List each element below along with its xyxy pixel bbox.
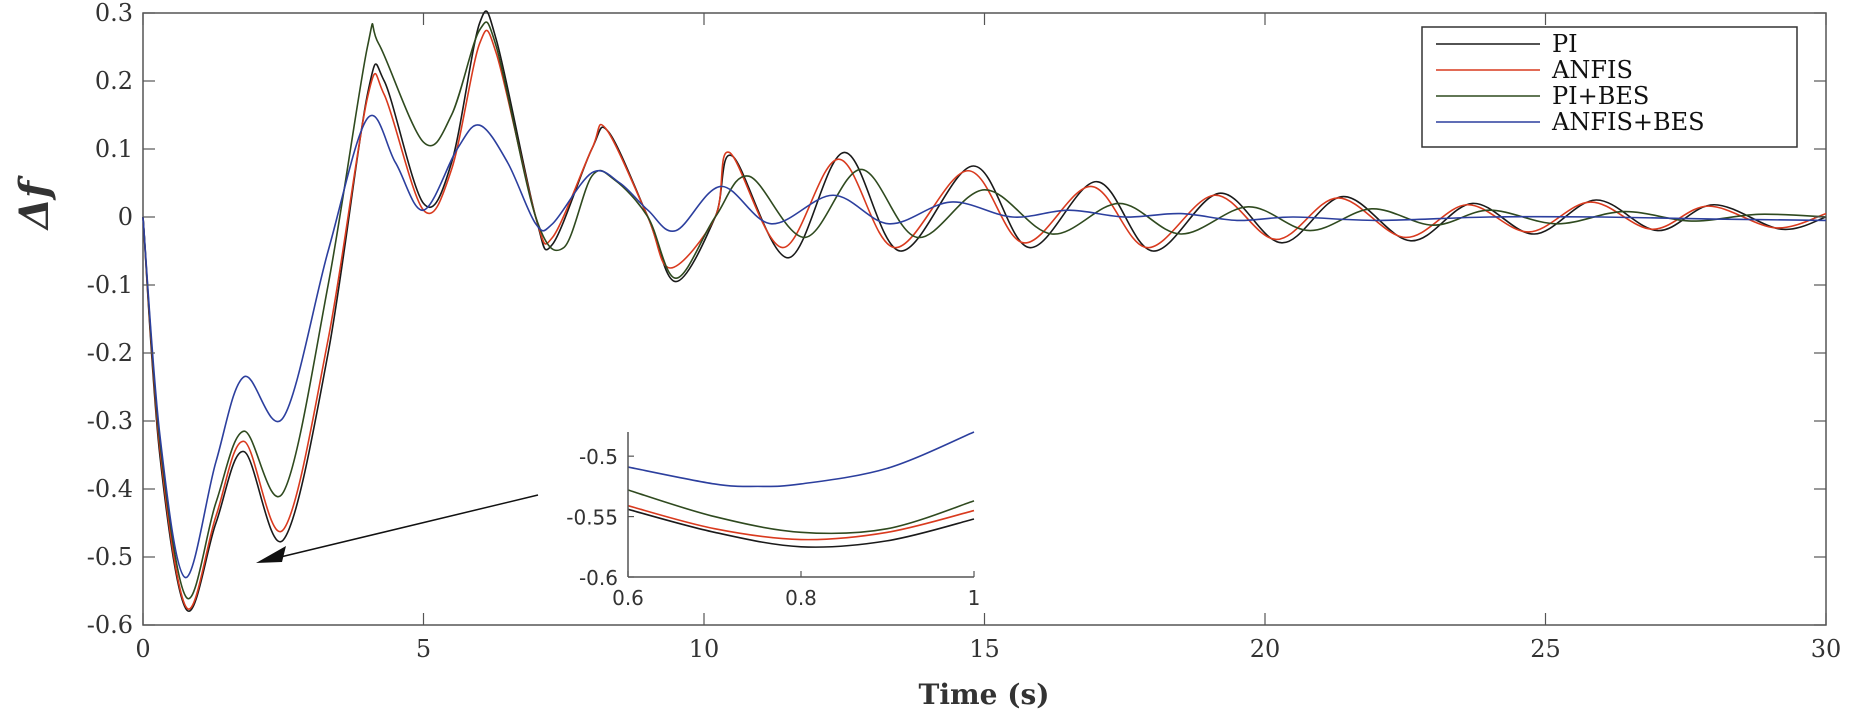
- main-y-tick-label: -0.5: [87, 543, 133, 571]
- inset-x-tick-label: 1: [968, 586, 981, 610]
- main-series-line-pi: [142, 10, 1827, 612]
- zoom-arrow: [256, 494, 539, 563]
- main-y-tick-label: -0.1: [87, 271, 133, 299]
- main-y-ticks: -0.6 -0.5 -0.4 -0.3 -0.2 -0.1 0 0.1 0.2 0.3: [87, 0, 1826, 639]
- main-x-tick-label: 25: [1530, 635, 1561, 663]
- inset-series-line-pi: [627, 508, 975, 548]
- main-y-tick-label: -0.2: [87, 339, 133, 367]
- legend-label-pi-plus-bes: PI+BES: [1552, 82, 1649, 110]
- inset-y-tick-label: -0.5: [579, 445, 618, 469]
- main-y-tick-label: 0.3: [95, 0, 133, 27]
- inset-x-ticks: 0.6 0.8 1: [612, 571, 980, 610]
- main-y-tick-label: -0.4: [87, 475, 133, 503]
- main-x-tick-label: 0: [135, 635, 150, 663]
- main-x-tick-label: 15: [969, 635, 1000, 663]
- main-y-tick-label: -0.3: [87, 407, 133, 435]
- inset-y-tick-label: -0.55: [566, 506, 618, 530]
- legend-label-pi: PI: [1552, 30, 1578, 58]
- zoom-arrow-shaft: [267, 494, 539, 561]
- main-x-tick-label: 10: [689, 635, 720, 663]
- inset-plot-area: [628, 432, 974, 577]
- main-x-ticks: 0 5 10 15 20 25 30: [135, 13, 1841, 663]
- inset-x-tick-label: 0.8: [785, 586, 817, 610]
- inset-series-line-pi-plus-bes: [627, 489, 975, 535]
- main-series-line-anfis-plus-bes: [142, 114, 1827, 579]
- inset-series-line-anfis-plus-bes: [627, 431, 975, 488]
- legend-label-anfis-plus-bes: ANFIS+BES: [1551, 108, 1705, 136]
- inset-series-line-anfis: [627, 504, 975, 541]
- main-y-tick-label: 0.2: [95, 67, 133, 95]
- zoom-arrow-head: [256, 546, 286, 563]
- inset-plot: 0.6 0.8 1 -0.6 -0.55 -0.5: [566, 431, 980, 610]
- legend-label-anfis: ANFIS: [1551, 56, 1633, 84]
- y-axis-title: Δf: [11, 175, 58, 231]
- main-x-tick-label: 30: [1811, 635, 1842, 663]
- inset-y-tick-label: -0.6: [579, 566, 618, 590]
- main-y-tick-label: 0.1: [95, 135, 133, 163]
- main-y-tick-label: 0: [118, 203, 133, 231]
- legend-box: [1421, 26, 1798, 148]
- main-series-line-pi-plus-bes: [142, 21, 1827, 600]
- main-y-tick-label: -0.6: [87, 611, 133, 639]
- main-series-line-anfis: [142, 29, 1827, 610]
- main-x-tick-label: 20: [1250, 635, 1281, 663]
- main-x-tick-label: 5: [416, 635, 431, 663]
- main-series-group: [142, 10, 1827, 612]
- x-axis-title: Time (s): [919, 678, 1050, 711]
- inset-series-group: [627, 431, 975, 548]
- inset-y-ticks: -0.6 -0.55 -0.5: [566, 445, 634, 590]
- inset-x-tick-label: 0.6: [612, 586, 644, 610]
